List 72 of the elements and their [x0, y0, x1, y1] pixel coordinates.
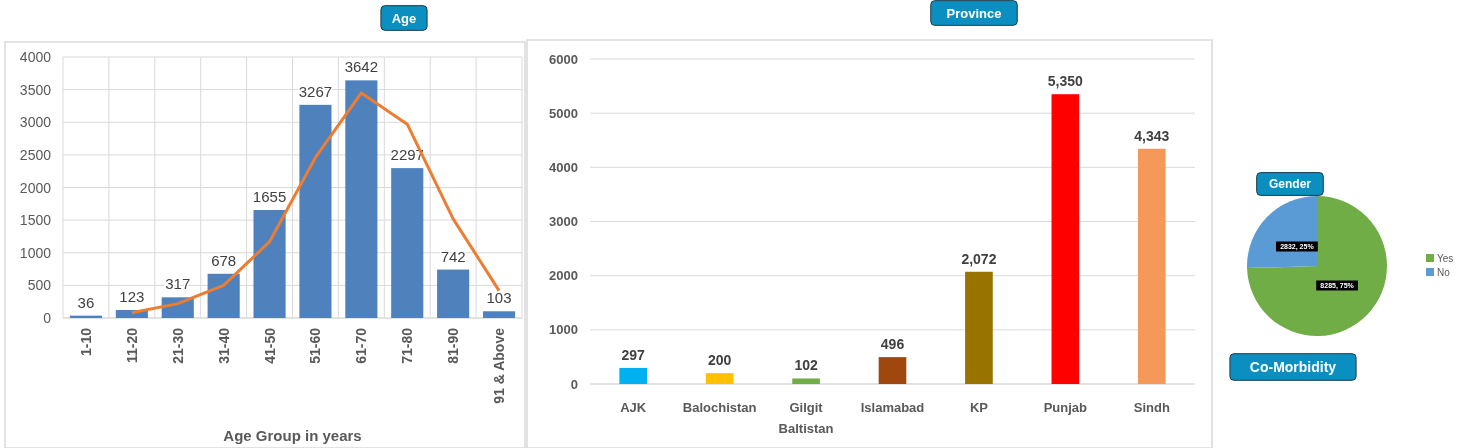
bar [792, 378, 820, 384]
bar [437, 269, 470, 318]
data-label: 496 [880, 336, 905, 353]
x-tick-label: 31-40 [215, 327, 232, 364]
bar [482, 311, 516, 318]
bar [253, 210, 286, 318]
x-tick-label: Islamabad [860, 400, 925, 415]
x-tick-label: KP [969, 400, 989, 415]
x-tick-label: 1-10 [77, 327, 94, 357]
y-tick-label: 6000 [549, 51, 578, 67]
bar [965, 271, 993, 384]
y-tick-label: 5000 [549, 105, 578, 121]
data-label: 103 [486, 289, 512, 307]
data-label: 4,343 [1134, 127, 1170, 144]
legend-label: No [1437, 266, 1451, 278]
chart-title: Gender [1268, 177, 1312, 191]
y-tick-label: 1000 [19, 244, 52, 261]
x-tick-label: 41-50 [261, 327, 278, 364]
x-tick-label: 71-80 [399, 327, 416, 364]
data-label: 3642 [344, 58, 379, 76]
legend-label: Yes [1437, 252, 1454, 264]
x-tick-label: Gilgit Baltistan [778, 400, 834, 436]
bar [345, 80, 378, 318]
y-tick-label: 3500 [19, 81, 52, 98]
y-tick-label: 2500 [19, 146, 52, 163]
y-tick-label: 1500 [19, 212, 52, 229]
y-tick-label: 4000 [549, 159, 578, 175]
y-tick-label: 3000 [549, 214, 578, 229]
x-tick-label: 61-70 [353, 327, 370, 364]
x-tick-label: 51-60 [307, 327, 324, 364]
y-tick-label: 3000 [19, 114, 52, 131]
chart-title: Age [391, 10, 417, 26]
bar [299, 104, 332, 318]
bar [619, 367, 648, 384]
data-label: 5,350 [1047, 73, 1084, 90]
data-label: 200 [707, 352, 732, 369]
bar [878, 357, 907, 384]
data-label: 36 [77, 293, 95, 311]
x-tick-label: Balochistan [682, 400, 757, 415]
y-tick-label: 500 [27, 277, 52, 294]
y-tick-label: 4000 [19, 49, 52, 65]
y-tick-label: 0 [570, 376, 578, 392]
y-tick-label: 2000 [19, 179, 52, 196]
x-tick-label: 91 & Above [491, 327, 508, 404]
bar [1051, 94, 1080, 384]
x-tick-label: AJK [620, 400, 647, 415]
data-label: 742 [440, 247, 466, 265]
y-tick-label: 0 [43, 310, 52, 326]
bar [1137, 148, 1166, 384]
data-label: 123 [119, 287, 145, 305]
bar [391, 168, 424, 318]
data-label: 2,072 [961, 250, 997, 267]
bar [207, 273, 240, 318]
data-label: 102 [794, 357, 818, 374]
data-label: 317 [165, 275, 191, 293]
x-tick-label: 21-30 [169, 327, 186, 364]
x-tick-label: Punjab [1043, 400, 1088, 415]
x-tick-label: Sindh [1133, 400, 1170, 415]
x-tick-label: 81-90 [445, 327, 462, 364]
pie-slice [1247, 196, 1317, 269]
pie-slice [1247, 196, 1387, 336]
x-axis-title: Age Group in years [223, 427, 362, 444]
data-label: 3267 [298, 82, 333, 100]
data-label: 678 [211, 251, 237, 269]
data-label: 297 [621, 346, 646, 363]
chart-title: Province [946, 5, 1002, 21]
text: Co-Morbidity [1249, 359, 1337, 375]
x-tick-label: 11-20 [123, 327, 140, 364]
y-tick-label: 2000 [549, 268, 578, 284]
y-tick-label: 1000 [549, 322, 578, 338]
bar [705, 373, 734, 384]
data-label: 1655 [252, 188, 287, 206]
